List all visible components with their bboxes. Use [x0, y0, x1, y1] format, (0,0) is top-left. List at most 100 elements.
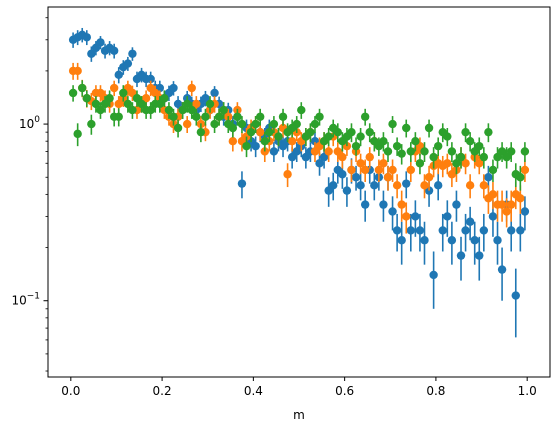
- data-point: [507, 147, 516, 156]
- data-point: [260, 136, 269, 146]
- data-point: [520, 207, 530, 216]
- data-point: [105, 94, 114, 103]
- data-point: [411, 212, 420, 221]
- data-point: [96, 105, 105, 115]
- data-point: [73, 66, 82, 76]
- data-point: [516, 194, 525, 203]
- data-point: [415, 159, 425, 168]
- data-point: [356, 132, 365, 141]
- data-point: [511, 291, 520, 300]
- data-point: [173, 123, 183, 133]
- data-point: [219, 105, 228, 115]
- data-point: [91, 99, 101, 109]
- data-point: [516, 226, 525, 235]
- y-tick-label: 100: [19, 115, 40, 131]
- data-point: [128, 49, 137, 58]
- data-point: [429, 152, 438, 162]
- data-point: [379, 159, 388, 168]
- data-point: [338, 152, 347, 162]
- data-point: [475, 141, 484, 151]
- data-point: [182, 99, 192, 109]
- data-point: [411, 136, 420, 146]
- data-point: [388, 119, 397, 129]
- data-point: [87, 49, 96, 58]
- data-point: [447, 147, 457, 156]
- data-point: [160, 94, 169, 103]
- data-point: [420, 147, 429, 156]
- data-point: [146, 105, 155, 115]
- data-point: [456, 251, 466, 260]
- data-point: [205, 99, 215, 109]
- data-point: [233, 112, 242, 121]
- data-point: [475, 159, 484, 168]
- data-point: [251, 141, 260, 151]
- x-tick-label: 1.0: [518, 384, 537, 398]
- data-point: [347, 165, 356, 175]
- data-point: [397, 200, 406, 209]
- data-point: [488, 212, 498, 221]
- data-point: [465, 217, 475, 226]
- data-point: [383, 173, 393, 182]
- x-axis-ticks: 0.0 0.2 0.4 0.6 0.8 1.0: [61, 377, 537, 398]
- data-point: [269, 147, 279, 156]
- data-point: [292, 119, 301, 129]
- data-point: [228, 123, 238, 133]
- y-tick-label: 10−1: [11, 292, 40, 308]
- data-point: [429, 270, 438, 280]
- data-point: [315, 112, 324, 121]
- data-point: [333, 127, 342, 137]
- data-point: [128, 105, 137, 115]
- data-point: [433, 181, 443, 190]
- data-point: [251, 119, 260, 129]
- data-point: [488, 190, 498, 199]
- data-point: [310, 119, 320, 129]
- data-point: [329, 181, 338, 190]
- data-point: [507, 226, 516, 235]
- data-point: [196, 127, 206, 137]
- data-point: [388, 207, 397, 216]
- data-point: [493, 152, 502, 162]
- data-point: [119, 88, 128, 98]
- data-point: [388, 165, 397, 175]
- data-point: [137, 99, 146, 109]
- data-point: [114, 112, 123, 121]
- data-point: [306, 127, 315, 137]
- data-point: [402, 123, 411, 133]
- data-point: [484, 127, 493, 137]
- data-point: [114, 70, 123, 80]
- data-point: [488, 165, 498, 175]
- data-point: [173, 99, 183, 109]
- data-point: [87, 119, 96, 129]
- data-point: [278, 112, 288, 121]
- data-point: [402, 179, 411, 188]
- data-point: [365, 152, 374, 162]
- data-point: [228, 136, 238, 146]
- data-point: [201, 112, 210, 121]
- y-axis-ticks: 10−1 100: [11, 17, 48, 372]
- data-point: [100, 99, 110, 109]
- data-point: [237, 179, 247, 188]
- data-point: [114, 99, 123, 109]
- data-marks: [68, 27, 530, 338]
- data-point: [214, 112, 224, 121]
- data-point: [109, 46, 119, 55]
- data-point: [338, 170, 347, 179]
- data-point: [274, 132, 283, 141]
- data-point: [392, 141, 402, 151]
- data-point: [169, 83, 178, 93]
- data-point: [297, 105, 306, 115]
- data-point: [192, 112, 201, 121]
- data-point: [456, 152, 466, 162]
- data-point: [475, 251, 484, 260]
- data-point: [146, 74, 155, 84]
- data-point: [178, 105, 187, 115]
- data-point: [287, 152, 297, 162]
- data-point: [465, 181, 475, 190]
- data-point: [479, 181, 489, 190]
- data-point: [164, 105, 174, 115]
- data-point: [360, 165, 370, 175]
- data-point: [502, 207, 511, 216]
- x-axis-label: m: [293, 408, 305, 422]
- data-point: [424, 123, 434, 133]
- data-point: [283, 170, 292, 179]
